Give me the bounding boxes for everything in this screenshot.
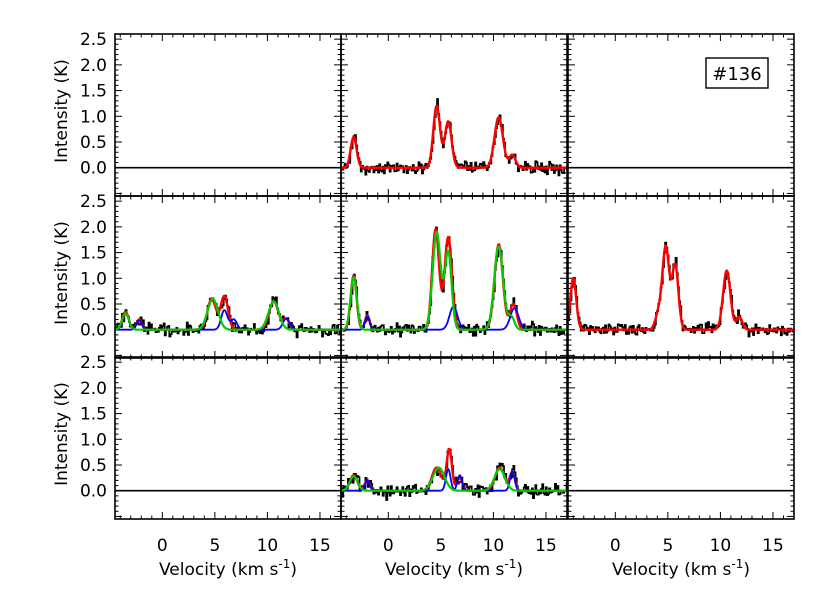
x-axis-label: Velocity (km s-1): [612, 557, 750, 580]
x-tick-label: 15: [535, 536, 557, 556]
panel-plot: [115, 294, 341, 339]
component-1-curve: [115, 297, 341, 331]
panel-frame: [114, 33, 342, 197]
panel-r1-c1: [340, 195, 568, 359]
x-axis-label-sup: -1: [278, 557, 290, 571]
x-tick-label: 0: [157, 536, 168, 556]
x-axis-label: Velocity (km s-1): [385, 557, 523, 580]
y-tick-label: 1.0: [80, 269, 107, 289]
panel-r2-c1: 0 5 10 15: [340, 356, 568, 556]
panel-ticks: [115, 33, 342, 196]
y-tick-label: 2.5: [80, 30, 107, 50]
component-1-curve: [341, 230, 567, 331]
component-1-curve: [341, 466, 567, 492]
source-tag-label: #136: [712, 64, 761, 85]
panel-frame: [340, 195, 568, 359]
panel-r0-c0: 0.0 0.5 1.0 1.5 2.0 2.5: [80, 30, 342, 197]
x-tick-label: 5: [209, 536, 220, 556]
panel-plot: [341, 98, 567, 177]
y-tick-label: 0.0: [80, 482, 107, 502]
x-tick-label: 5: [662, 536, 673, 556]
y-tick-label: 2.0: [80, 379, 107, 399]
source-tag: #136: [705, 57, 769, 89]
x-tick-label: 0: [383, 536, 394, 556]
x-tick-label: 10: [483, 536, 505, 556]
panel-r2-c0: 0.0 0.5 1.0 1.5 2.0 2.5 0 5 10 15: [80, 353, 342, 556]
x-tick-label: 15: [309, 536, 331, 556]
observed-spectrum: [341, 226, 567, 338]
x-axis-label-sup: -1: [731, 557, 743, 571]
x-tick-label: 10: [710, 536, 732, 556]
panel-r2-c2: 0 5 10 15: [567, 356, 795, 556]
x-axis-label-main: Velocity (km s: [159, 560, 279, 580]
y-tick-label: 2.0: [80, 56, 107, 76]
x-axis-label-sup: -1: [504, 557, 516, 571]
y-tick-label: 0.0: [80, 321, 107, 341]
y-tick-label: 2.0: [80, 218, 107, 238]
y-tick-label: 0.0: [80, 159, 107, 179]
panel-frame: [567, 356, 795, 520]
x-axis-label-main: Velocity (km s: [385, 560, 505, 580]
y-tick-label: 1.5: [80, 405, 107, 425]
panel-frame: [340, 356, 568, 520]
panel-plot: [341, 226, 567, 338]
x-axis-label: Velocity (km s-1): [159, 557, 297, 580]
panel-frame: [567, 195, 795, 359]
x-tick-label: 15: [762, 536, 784, 556]
panel-plot: [568, 241, 794, 338]
y-tick-label: 1.0: [80, 107, 107, 127]
observed-spectrum: [341, 98, 567, 177]
y-tick-label: 1.5: [80, 82, 107, 102]
ylabels-layer: Intensity (K) Intensity (K) Intensity (K): [52, 59, 72, 486]
total-fit-curve: [568, 244, 794, 331]
y-axis-label: Intensity (K): [52, 221, 72, 325]
x-axis-label-close: ): [290, 560, 297, 580]
xlabels-layer: Velocity (km s-1) Velocity (km s-1) Veloci…: [159, 557, 750, 580]
panel-r1-c0: 0.0 0.5 1.0 1.5 2.0 2.5: [80, 192, 342, 359]
y-tick-label: 2.5: [80, 353, 107, 373]
panel-frame: [114, 356, 342, 520]
x-tick-label: 0: [610, 536, 621, 556]
y-tick-label: 1.0: [80, 430, 107, 450]
panel-r0-c1: [340, 33, 568, 197]
panels-layer: 0.00.51.01.52.02.50.00.51.01.52.02.50.00…: [80, 30, 795, 556]
panel-plot: [341, 447, 567, 501]
y-tick-label: 1.5: [80, 244, 107, 264]
panel-ticks: [568, 356, 795, 519]
y-axis-label: Intensity (K): [52, 59, 72, 163]
x-tick-label: 5: [435, 536, 446, 556]
x-axis-label-close: ): [516, 560, 523, 580]
y-tick-label: 0.5: [80, 295, 107, 315]
y-tick-label: 2.5: [80, 192, 107, 212]
x-axis-label-main: Velocity (km s: [612, 560, 732, 580]
panel-ticks: [115, 356, 342, 519]
x-axis-label-close: ): [743, 560, 750, 580]
y-tick-label: 0.5: [80, 456, 107, 476]
y-axis-label: Intensity (K): [52, 382, 72, 486]
total-fit-curve: [341, 104, 567, 169]
panel-r1-c2: [567, 195, 795, 359]
x-tick-label: 10: [257, 536, 279, 556]
source-tag-box: [705, 57, 769, 89]
y-tick-label: 0.5: [80, 133, 107, 153]
